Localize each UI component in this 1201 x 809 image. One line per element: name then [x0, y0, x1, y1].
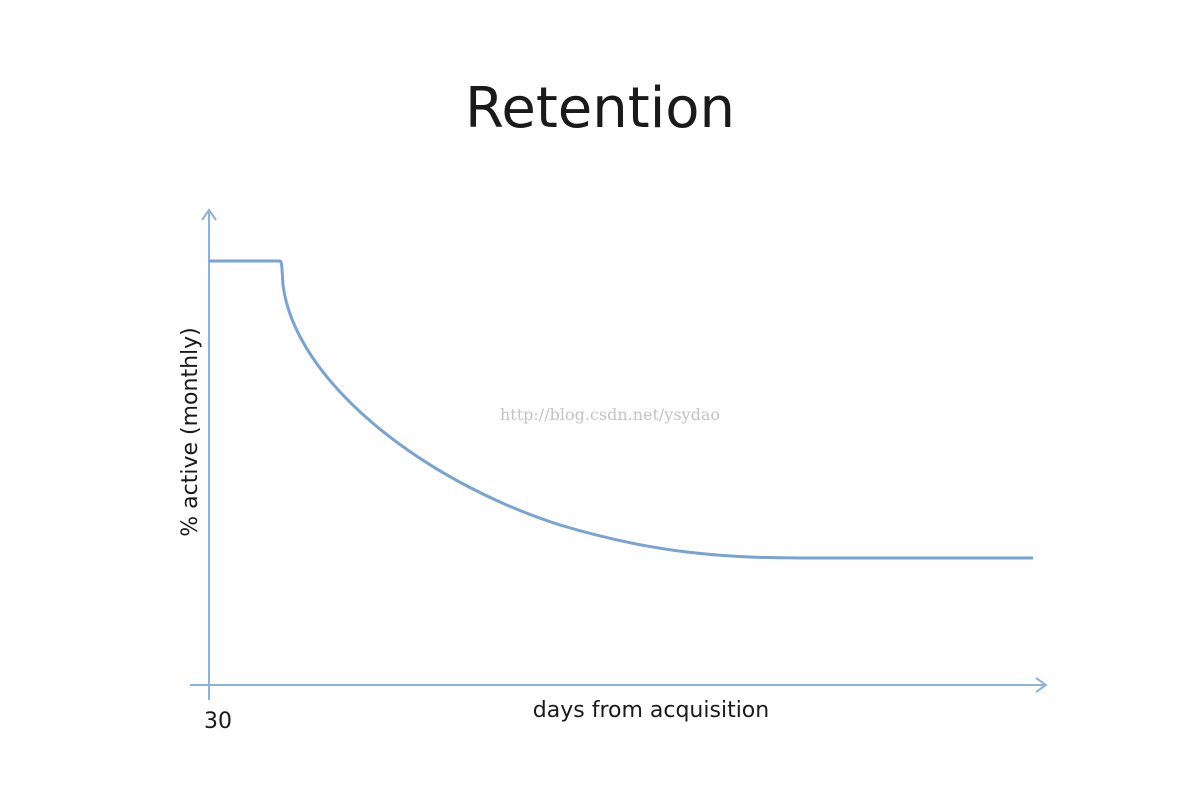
x-tick-label: 30 — [204, 709, 232, 734]
retention-curve — [209, 259, 1033, 560]
watermark: http://blog.csdn.net/ysydao — [500, 405, 720, 424]
x-axis-arrow — [1035, 677, 1048, 693]
title: Retention — [465, 76, 735, 141]
axes — [190, 208, 1048, 700]
x-axis-label: days from acquisition — [533, 698, 769, 723]
y-axis-arrow — [201, 208, 217, 221]
y-axis-label: % active (monthly) — [178, 327, 203, 536]
